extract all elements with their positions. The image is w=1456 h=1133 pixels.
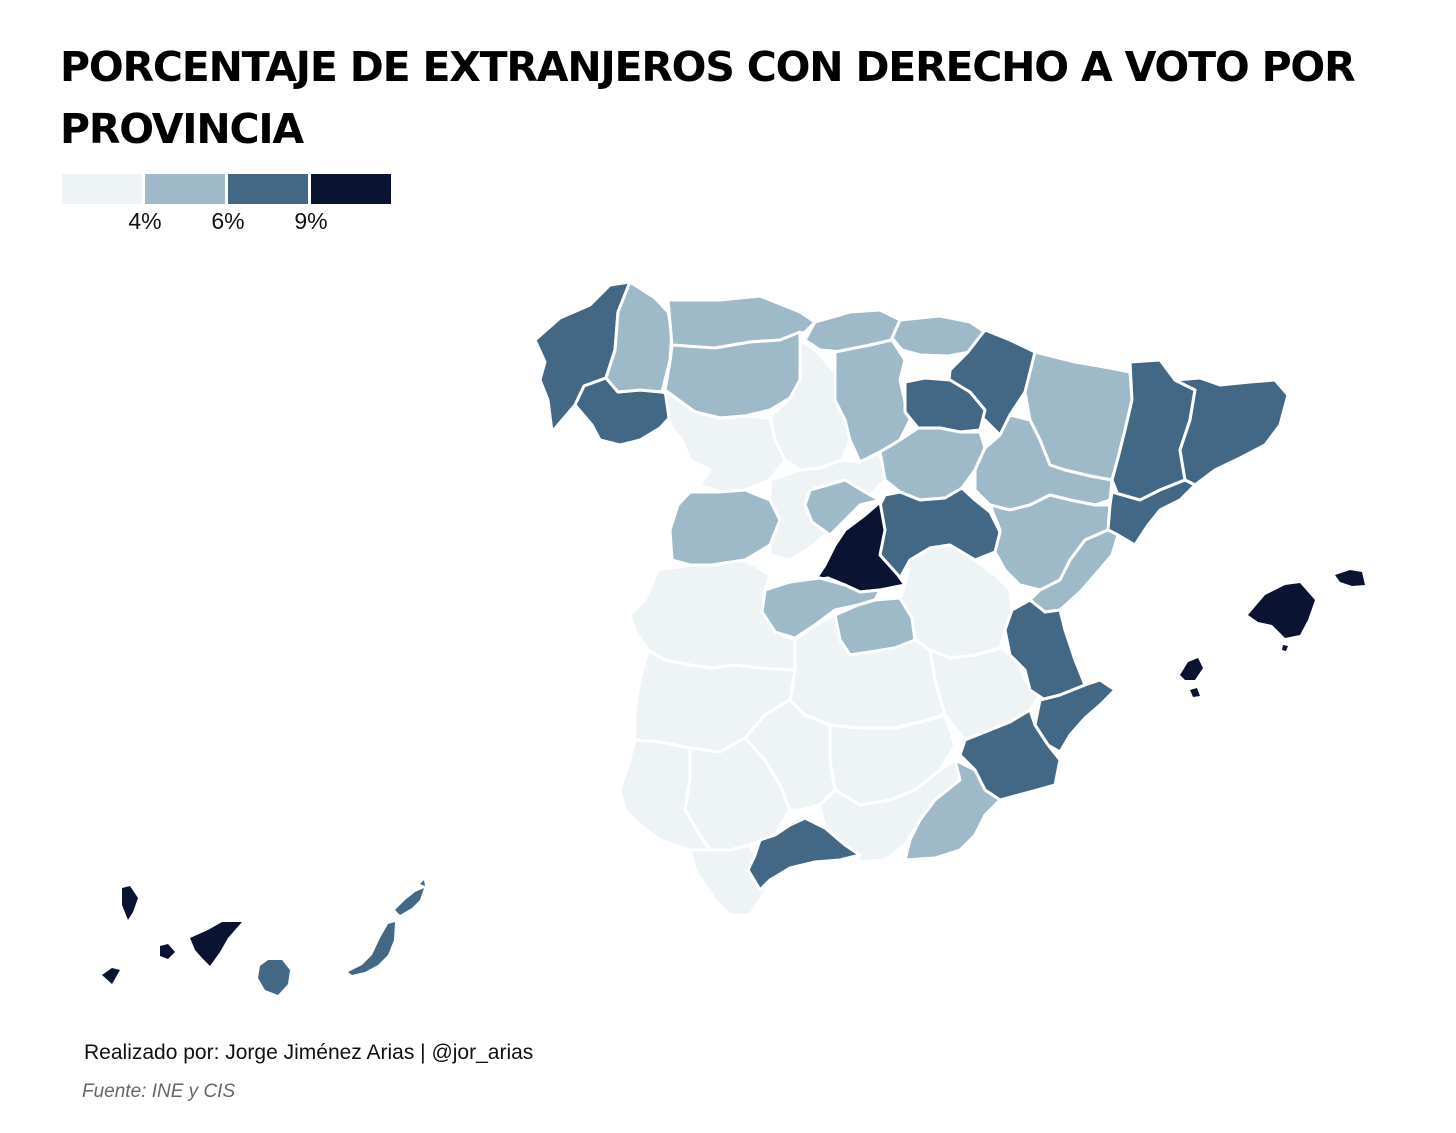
map-region xyxy=(122,886,138,920)
map-region xyxy=(928,646,1042,742)
map-title: PORCENTAJE DE EXTRANJEROS CON DERECHO A … xyxy=(60,43,1356,153)
map-region xyxy=(604,280,674,394)
legend-swatch-1 xyxy=(62,174,142,204)
legend-swatch-2 xyxy=(145,174,225,204)
map-region xyxy=(1003,598,1087,702)
map-region xyxy=(1190,688,1200,697)
map-region xyxy=(958,708,1062,802)
map-region xyxy=(348,922,395,975)
author-credit: Realizado por: Jorge Jiménez Arias | @jo… xyxy=(84,1041,534,1064)
map-region xyxy=(258,960,290,995)
legend-swatch-3 xyxy=(228,174,308,204)
legend-tick-6: 6% xyxy=(211,208,245,234)
data-source: Fuente: INE y CIS xyxy=(82,1081,236,1102)
legend-swatch-4 xyxy=(311,174,391,204)
map-region xyxy=(1282,645,1288,651)
map-region xyxy=(420,880,425,886)
legend-tick-4: 4% xyxy=(128,208,162,234)
legend-tick-9: 9% xyxy=(294,208,328,234)
map-region xyxy=(688,843,772,917)
map-region xyxy=(102,968,120,984)
map-region xyxy=(803,478,882,537)
map-region xyxy=(1335,570,1365,586)
map-region xyxy=(903,376,987,434)
color-legend: 4% 6% 9% xyxy=(62,174,402,244)
map-region xyxy=(1173,376,1290,487)
map-region xyxy=(395,888,424,915)
map-region xyxy=(1180,658,1203,680)
map-region xyxy=(190,922,242,966)
map-region xyxy=(890,314,987,358)
map-region xyxy=(160,944,175,959)
map-region xyxy=(903,758,1002,862)
map-region xyxy=(663,388,787,494)
map-region xyxy=(668,488,782,567)
spain-choropleth-map xyxy=(102,280,1365,995)
map-region xyxy=(1248,583,1315,638)
